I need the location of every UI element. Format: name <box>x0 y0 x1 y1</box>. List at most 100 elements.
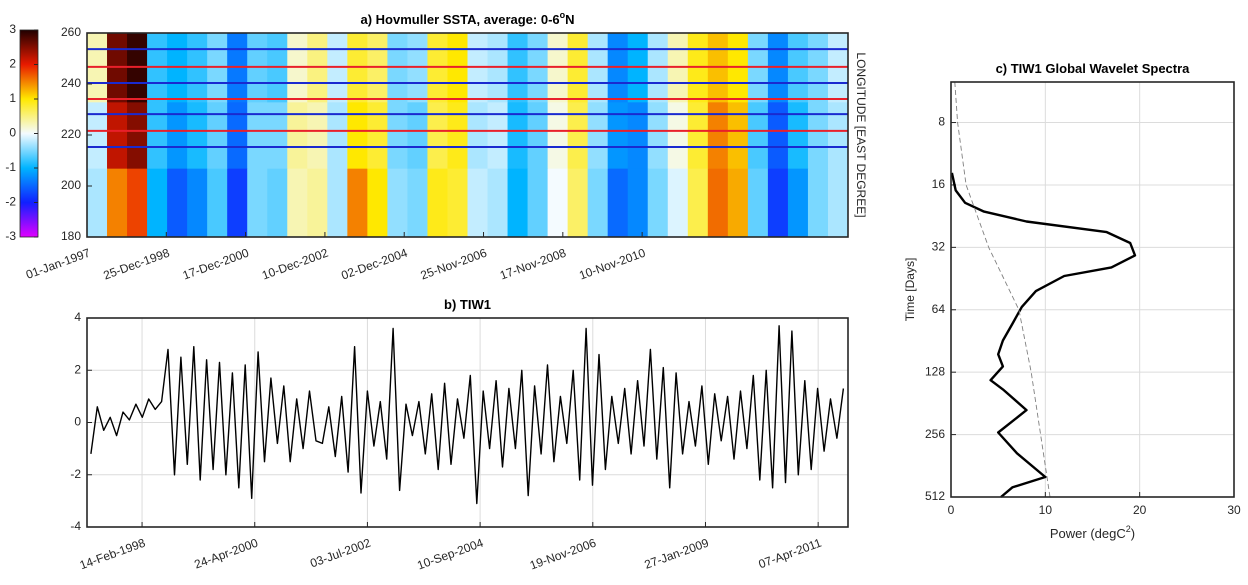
heat-cell <box>747 101 769 169</box>
y-tick-label: 4 <box>74 310 81 324</box>
heat-cell <box>547 168 569 238</box>
heat-cell <box>207 168 228 238</box>
heat-cell <box>507 168 529 238</box>
heat-cell <box>727 168 749 238</box>
x-tick-label: 03-Jul-2002 <box>308 536 373 571</box>
heat-cell <box>807 101 829 169</box>
heat-cell <box>227 168 248 238</box>
heat-cell <box>667 101 689 169</box>
heat-cell <box>267 101 288 169</box>
title-text: b) TIW1 <box>444 297 491 312</box>
heat-cell <box>447 168 468 238</box>
x-label-text: Power (degC <box>1050 526 1126 541</box>
x-tick-label: 25-Dec-1998 <box>101 246 171 283</box>
y-tick-label: 220 <box>61 127 81 141</box>
heat-cell <box>387 101 408 169</box>
data-line <box>954 81 1051 498</box>
heat-cell <box>787 168 809 238</box>
heat-cell <box>687 168 709 238</box>
heat-cell <box>187 101 208 169</box>
heat-cell <box>107 168 128 238</box>
panel: -4 -2 0 2 4 14-Feb-1998 24-Apr-2000 03-Jul-2002… <box>70 297 849 573</box>
data-line <box>90 325 845 505</box>
y-tick-label: 2 <box>74 362 81 376</box>
y-tick-label: 0 <box>74 415 81 429</box>
heat-cell <box>387 168 408 238</box>
heat-cell <box>167 168 188 238</box>
data-line <box>950 172 1137 498</box>
x-axis-label: Power (degC2) <box>1050 524 1135 541</box>
heat-cell <box>467 101 489 169</box>
heat-cell <box>427 101 448 169</box>
x-tick-label: 27-Jan-2009 <box>642 536 710 572</box>
heat-cell <box>607 168 629 238</box>
heat-cell <box>827 101 849 169</box>
heat-cell <box>407 168 428 238</box>
heat-cell <box>87 101 108 169</box>
x-tick-label: 10-Sep-2004 <box>415 536 485 573</box>
y-tick-label: -2 <box>70 467 81 481</box>
heat-cell <box>567 101 589 169</box>
heat-cell <box>207 101 228 169</box>
colorbar-tick-label: -3 <box>5 229 16 243</box>
heat-cell <box>347 168 368 238</box>
panel-title: a) Hovmuller SSTA, average: 0-6oN <box>360 10 574 27</box>
heat-cell <box>327 168 348 238</box>
heat-cell <box>247 101 268 169</box>
title-suffix: N <box>565 12 574 27</box>
heat-cell <box>367 101 388 169</box>
heat-cell <box>407 101 428 169</box>
panel: -3 -2 -1 0 1 2 3 180 200 220 240 260 01-Jan-1997 25-D… <box>5 10 868 282</box>
panel-title: c) TIW1 Global Wavelet Spectra <box>996 61 1191 76</box>
y-tick-label: 32 <box>932 240 946 254</box>
x-tick-label: 02-Dec-2004 <box>339 246 409 283</box>
heat-cell <box>627 101 649 169</box>
heat-cell <box>807 168 829 238</box>
y-tick-label: 64 <box>932 302 946 316</box>
x-tick-label: 20 <box>1133 503 1147 517</box>
x-tick-label: 10-Dec-2002 <box>260 246 330 283</box>
heat-cell <box>647 101 669 169</box>
heat-cell <box>487 168 509 238</box>
heat-cell <box>367 168 388 238</box>
heat-cell <box>627 168 649 238</box>
y-tick-label: 200 <box>61 178 81 192</box>
heat-cell <box>507 101 529 169</box>
heat-cell <box>287 101 308 169</box>
heat-cell <box>747 168 769 238</box>
y-tick-label: 256 <box>925 427 945 441</box>
heat-cell <box>687 101 709 169</box>
heat-cell <box>447 101 468 169</box>
heat-cell <box>527 168 549 238</box>
title-text: a) Hovmuller SSTA, average: 0-6 <box>360 12 559 27</box>
heat-cell <box>607 101 629 169</box>
colorbar-tick-label: 2 <box>9 57 16 71</box>
heat-cell <box>127 168 148 238</box>
y-axis-label: Time [Days] <box>903 258 917 322</box>
title-text: c) TIW1 Global Wavelet Spectra <box>996 61 1191 76</box>
y-axis-label: LONGITUDE [EAST DEGREE] <box>854 52 868 217</box>
x-tick-label: 19-Nov-2006 <box>528 536 598 573</box>
title-superscript: o <box>560 10 566 20</box>
x-tick-label: 14-Feb-1998 <box>78 536 148 573</box>
x-label-superscript: 2 <box>1126 524 1131 534</box>
heat-cell <box>647 168 669 238</box>
heat-cell <box>307 168 328 238</box>
x-tick-label: 17-Dec-2000 <box>181 246 251 283</box>
x-tick-label: 10-Nov-2010 <box>577 246 647 283</box>
y-tick-label: 240 <box>61 76 81 90</box>
heat-cell <box>827 168 849 238</box>
plot-frame <box>86 317 849 528</box>
y-tick-label: 8 <box>938 115 945 129</box>
heat-cell <box>587 101 609 169</box>
heat-cell <box>707 101 729 169</box>
heat-cell <box>707 168 729 238</box>
x-tick-label: 0 <box>948 503 955 517</box>
x-tick-label: 01-Jan-1997 <box>24 246 92 282</box>
heat-cell <box>287 168 308 238</box>
x-tick-label: 07-Apr-2011 <box>757 536 824 572</box>
heat-cell <box>767 168 789 238</box>
